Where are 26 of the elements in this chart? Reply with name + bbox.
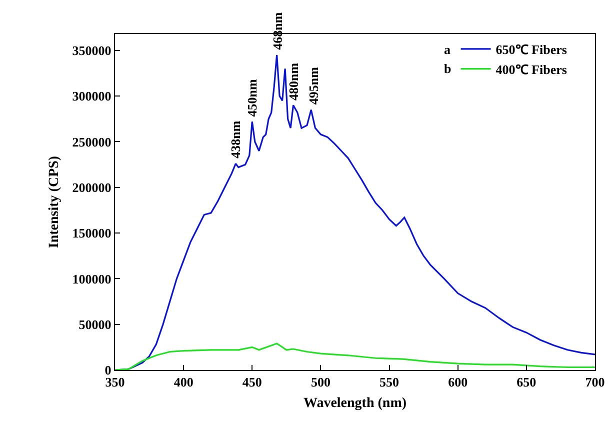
x-tick-label: 700	[585, 374, 605, 390]
annotation: b	[444, 61, 452, 76]
legend-label: 400℃ Fibers	[496, 62, 567, 77]
y-tick-label: 200000	[72, 180, 112, 195]
legend-label: 650℃ Fibers	[496, 42, 567, 58]
x-axis-title: Wavelength (nm)	[303, 396, 407, 411]
annotation: 438nm	[228, 120, 244, 158]
x-tick-label: 650	[516, 374, 536, 390]
y-tick-label: 250000	[72, 134, 112, 150]
y-tick-label: 350000	[72, 42, 112, 58]
x-tick-label: 500	[310, 374, 330, 390]
x-tick-label: 600	[448, 374, 468, 390]
y-tick-label: 150000	[72, 226, 112, 241]
y-tick-label: 300000	[72, 88, 112, 104]
annotation: 480nm	[286, 62, 302, 101]
annotation: a	[444, 42, 451, 57]
annotation: 468nm	[270, 12, 285, 50]
x-tick-label: 400	[174, 374, 194, 390]
x-tick-label: 450	[242, 374, 262, 390]
annotation: 450nm	[244, 79, 260, 117]
y-tick-label: 50000	[78, 316, 112, 332]
annotation: 495nm	[306, 66, 322, 105]
x-tick-label: 550	[380, 374, 400, 390]
line-series	[115, 342, 595, 370]
y-tick-label: 100000	[72, 271, 112, 286]
y-axis-title: Intensity (CPS)	[46, 156, 62, 248]
